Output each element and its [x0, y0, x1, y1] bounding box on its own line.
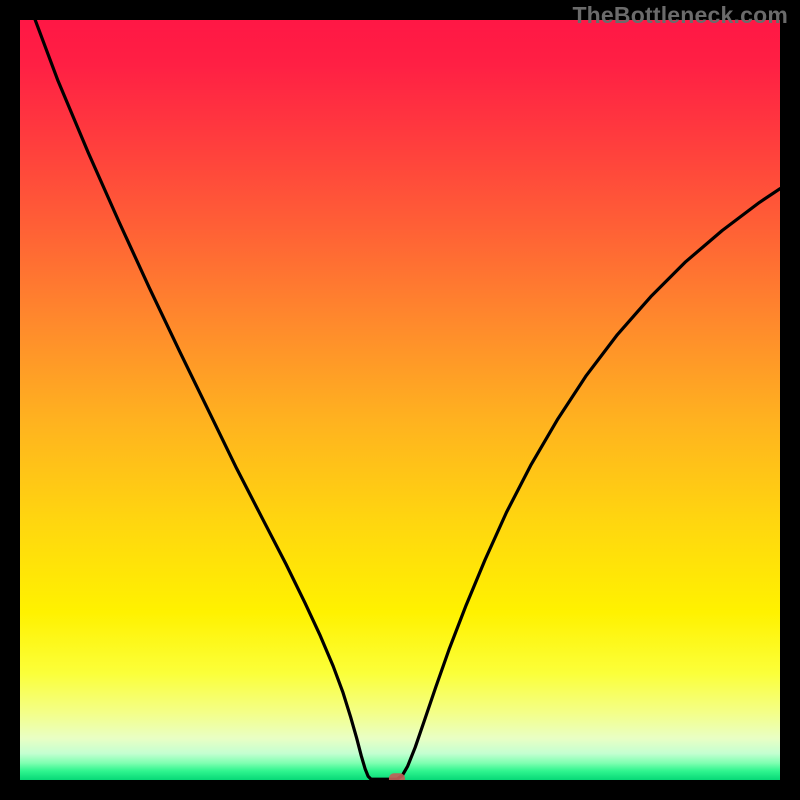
bottleneck-chart: [0, 0, 800, 800]
watermark-text: TheBottleneck.com: [572, 2, 788, 29]
plot-background: [20, 20, 780, 780]
